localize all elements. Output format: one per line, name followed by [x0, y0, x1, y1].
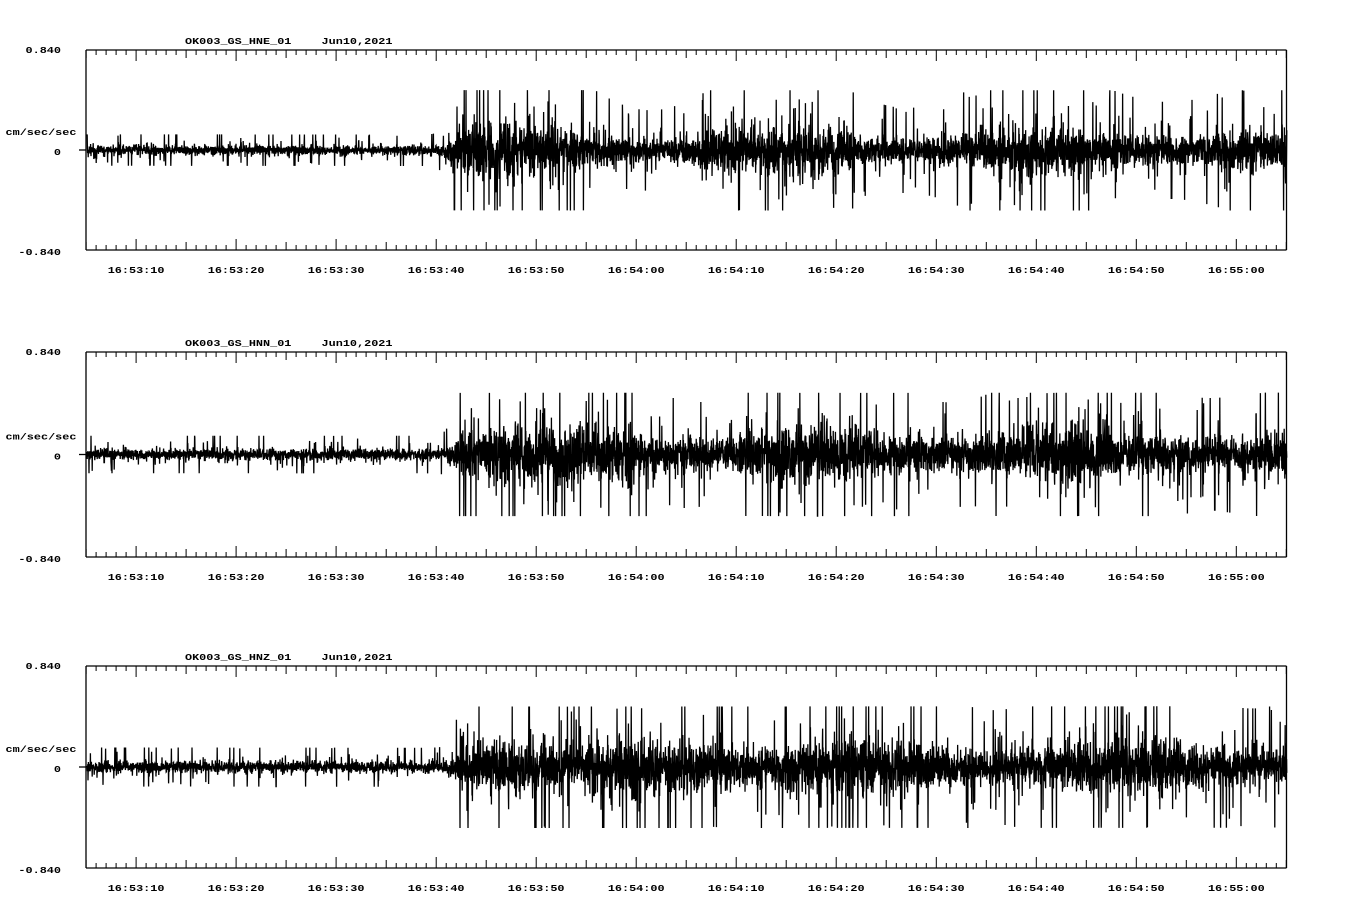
svg-text:16:54:10: 16:54:10	[708, 884, 765, 894]
svg-text:16:54:30: 16:54:30	[908, 266, 965, 276]
svg-text:16:55:00: 16:55:00	[1208, 573, 1265, 583]
svg-text:16:54:00: 16:54:00	[608, 884, 665, 894]
svg-text:16:54:00: 16:54:00	[608, 573, 665, 583]
svg-text:16:53:10: 16:53:10	[108, 573, 165, 583]
svg-text:16:54:10: 16:54:10	[708, 266, 765, 276]
svg-text:-0.840: -0.840	[18, 866, 61, 876]
svg-text:16:53:30: 16:53:30	[308, 573, 365, 583]
svg-text:16:55:00: 16:55:00	[1208, 884, 1265, 894]
svg-text:0.840: 0.840	[26, 348, 61, 358]
svg-text:16:53:10: 16:53:10	[108, 884, 165, 894]
svg-text:16:53:20: 16:53:20	[208, 884, 265, 894]
svg-text:16:53:30: 16:53:30	[308, 266, 365, 276]
svg-text:16:54:50: 16:54:50	[1108, 884, 1165, 894]
svg-text:16:54:30: 16:54:30	[908, 884, 965, 894]
svg-text:Jun10,2021: Jun10,2021	[322, 37, 393, 47]
svg-text:16:54:40: 16:54:40	[1008, 573, 1065, 583]
svg-text:-0.840: -0.840	[18, 248, 61, 258]
svg-text:16:53:40: 16:53:40	[408, 884, 465, 894]
svg-text:16:54:20: 16:54:20	[808, 266, 865, 276]
svg-text:16:53:20: 16:53:20	[208, 266, 265, 276]
svg-text:16:54:30: 16:54:30	[908, 573, 965, 583]
svg-text:cm/sec/sec: cm/sec/sec	[6, 433, 77, 443]
svg-text:16:54:00: 16:54:00	[608, 266, 665, 276]
svg-text:cm/sec/sec: cm/sec/sec	[6, 745, 77, 755]
svg-text:16:53:50: 16:53:50	[508, 573, 565, 583]
svg-text:16:54:20: 16:54:20	[808, 884, 865, 894]
svg-text:16:54:50: 16:54:50	[1108, 573, 1165, 583]
svg-text:0: 0	[54, 148, 61, 158]
svg-text:16:54:40: 16:54:40	[1008, 884, 1065, 894]
svg-text:Jun10,2021: Jun10,2021	[322, 339, 393, 349]
svg-text:16:54:50: 16:54:50	[1108, 266, 1165, 276]
svg-text:16:53:50: 16:53:50	[508, 266, 565, 276]
svg-text:cm/sec/sec: cm/sec/sec	[6, 128, 77, 138]
svg-text:16:54:10: 16:54:10	[708, 573, 765, 583]
svg-text:16:54:40: 16:54:40	[1008, 266, 1065, 276]
svg-text:16:53:30: 16:53:30	[308, 884, 365, 894]
svg-text:0.840: 0.840	[26, 46, 61, 56]
svg-text:16:53:50: 16:53:50	[508, 884, 565, 894]
svg-text:16:55:00: 16:55:00	[1208, 266, 1265, 276]
svg-text:16:53:10: 16:53:10	[108, 266, 165, 276]
svg-text:OK003_GS_HNN_01: OK003_GS_HNN_01	[185, 339, 291, 349]
svg-text:16:53:40: 16:53:40	[408, 266, 465, 276]
svg-text:-0.840: -0.840	[18, 555, 61, 565]
svg-text:OK003_GS_HNZ_01: OK003_GS_HNZ_01	[185, 653, 291, 663]
svg-text:Jun10,2021: Jun10,2021	[322, 653, 393, 663]
svg-text:16:54:20: 16:54:20	[808, 573, 865, 583]
svg-text:0.840: 0.840	[26, 662, 61, 672]
svg-text:0: 0	[54, 765, 61, 775]
svg-text:0: 0	[54, 453, 61, 463]
svg-text:OK003_GS_HNE_01: OK003_GS_HNE_01	[185, 37, 291, 47]
svg-text:16:53:20: 16:53:20	[208, 573, 265, 583]
svg-text:16:53:40: 16:53:40	[408, 573, 465, 583]
